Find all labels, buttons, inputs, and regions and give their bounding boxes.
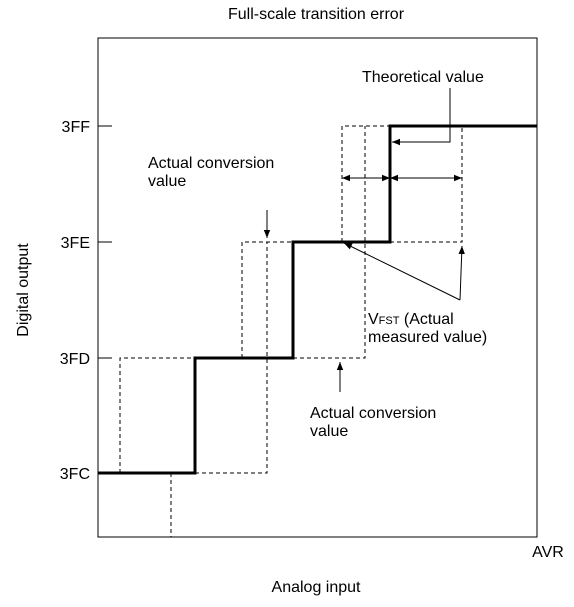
annotation: value	[310, 423, 348, 440]
vfst-symbol: V	[368, 311, 379, 328]
annotation: measured value)	[368, 329, 487, 346]
staircase	[98, 124, 537, 475]
annotation: VFST (Actual	[368, 311, 454, 328]
y-axis-label: Digital output	[15, 243, 32, 337]
dashed-steps	[119, 125, 463, 537]
annotation: Actual conversion	[310, 405, 436, 422]
annotation: value	[148, 173, 186, 190]
y-tick-label: 3FE	[61, 235, 90, 252]
y-ticks	[98, 125, 112, 474]
annotation: Theoretical value	[362, 69, 484, 86]
title: Full-scale transition error	[228, 6, 405, 23]
y-tick-label: 3FD	[60, 351, 90, 368]
plot-frame	[97, 37, 538, 538]
vfst-rest: (Actual	[399, 311, 453, 328]
arrows	[263, 88, 465, 392]
x-axis-end: AVR	[532, 544, 564, 561]
y-tick-label: 3FC	[60, 466, 90, 483]
annotation: Actual conversion	[148, 155, 274, 172]
vfst-subscript: FST	[379, 315, 400, 327]
y-tick-label: 3FF	[62, 119, 91, 136]
x-axis-label: Analog input	[272, 579, 362, 596]
